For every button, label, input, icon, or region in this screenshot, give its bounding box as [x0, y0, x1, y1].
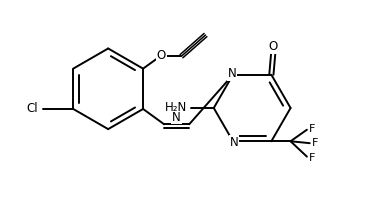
- Text: N: N: [230, 136, 238, 149]
- Text: H₂N: H₂N: [164, 102, 187, 114]
- Text: F: F: [312, 138, 318, 148]
- Text: F: F: [309, 152, 315, 163]
- Text: N: N: [172, 111, 181, 124]
- Text: O: O: [269, 40, 278, 53]
- Text: N: N: [228, 67, 236, 80]
- Text: F: F: [309, 124, 315, 134]
- Text: Cl: Cl: [26, 102, 38, 116]
- Text: O: O: [157, 49, 166, 62]
